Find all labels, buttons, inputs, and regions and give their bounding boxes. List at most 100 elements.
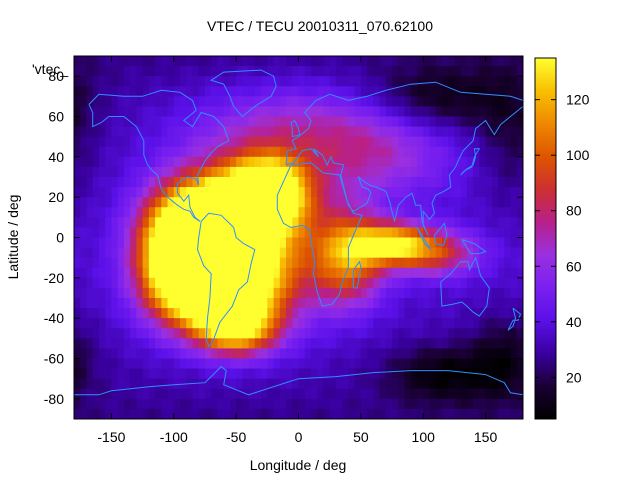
heatmap-cell: [211, 106, 219, 118]
heatmap-cell: [423, 126, 431, 138]
heatmap-cell: [155, 298, 162, 309]
heatmap-cell: [254, 207, 262, 218]
heatmap-cell: [485, 217, 493, 229]
heatmap-cell: [130, 197, 137, 208]
heatmap-cell: [98, 408, 106, 419]
heatmap-cell: [392, 338, 399, 350]
heatmap-cell: [236, 368, 243, 380]
heatmap-cell: [423, 106, 431, 118]
heatmap-cell: [304, 267, 312, 279]
heatmap-cell: [367, 106, 374, 118]
heatmap-cell: [123, 136, 131, 148]
heatmap-cell: [423, 56, 431, 67]
heatmap-cell: [142, 408, 150, 419]
heatmap-cell: [510, 66, 518, 77]
heatmap-cell: [286, 116, 293, 128]
heatmap-cell: [279, 358, 287, 370]
heatmap-cell: [491, 76, 499, 87]
heatmap-cell: [454, 277, 462, 289]
heatmap-cell: [186, 227, 194, 239]
heatmap-cell: [105, 378, 113, 390]
heatmap-cell: [236, 398, 243, 410]
heatmap-cell: [385, 348, 393, 360]
heatmap-cell: [105, 197, 113, 208]
heatmap-cell: [123, 56, 131, 67]
heatmap-cell: [435, 267, 443, 279]
heatmap-cell: [491, 318, 499, 329]
heatmap-cell: [292, 66, 300, 77]
heatmap-cell: [491, 388, 499, 400]
heatmap-cell: [167, 298, 175, 309]
heatmap-cell: [80, 217, 88, 229]
heatmap-cell: [479, 217, 487, 229]
heatmap-cell: [329, 408, 337, 419]
heatmap-cell: [130, 136, 137, 148]
heatmap-cell: [279, 197, 287, 208]
heatmap-cell: [211, 197, 219, 208]
heatmap-cell: [186, 358, 194, 370]
heatmap-cell: [473, 116, 480, 128]
heatmap-cell: [448, 96, 456, 108]
heatmap-cell: [111, 237, 119, 249]
heatmap-cell: [404, 287, 412, 299]
heatmap-cell: [385, 287, 393, 299]
heatmap-cell: [410, 287, 418, 299]
heatmap-cell: [373, 217, 381, 229]
heatmap-cell: [192, 187, 200, 198]
heatmap-cell: [273, 156, 281, 168]
heatmap-cell: [460, 398, 468, 410]
heatmap-cell: [317, 318, 325, 329]
heatmap-cell: [279, 66, 287, 77]
heatmap-cell: [167, 368, 175, 380]
heatmap-cell: [298, 227, 306, 239]
heatmap-cell: [248, 197, 256, 208]
heatmap-cell: [423, 358, 431, 370]
heatmap-cell: [298, 146, 306, 158]
heatmap-cell: [354, 56, 362, 67]
heatmap-cell: [454, 287, 462, 299]
heatmap-cell: [485, 348, 493, 360]
heatmap-cell: [485, 86, 493, 97]
heatmap-cell: [192, 237, 200, 249]
heatmap-cell: [473, 197, 480, 208]
heatmap-cell: [404, 277, 412, 289]
heatmap-cell: [304, 166, 312, 178]
heatmap-cell: [454, 338, 462, 350]
heatmap-cell: [335, 338, 343, 350]
heatmap-cell: [423, 197, 431, 208]
heatmap-cell: [236, 227, 243, 239]
heatmap-cell: [217, 187, 225, 198]
heatmap-cell: [254, 146, 262, 158]
heatmap-cell: [192, 368, 200, 380]
heatmap-cell: [392, 126, 399, 138]
heatmap-cell: [130, 146, 137, 158]
heatmap-cell: [267, 277, 275, 289]
heatmap-cell: [74, 298, 81, 309]
heatmap-cell: [317, 227, 325, 239]
heatmap-cell: [223, 207, 231, 218]
heatmap-cell: [485, 166, 493, 178]
heatmap-cell: [485, 398, 493, 410]
heatmap-cell: [354, 267, 362, 279]
heatmap-cell: [441, 358, 449, 370]
heatmap-cell: [454, 66, 462, 77]
heatmap-cell: [360, 207, 368, 218]
heatmap-cell: [217, 348, 225, 360]
heatmap-cell: [111, 197, 119, 208]
heatmap-cell: [473, 96, 480, 108]
heatmap-cell: [130, 217, 137, 229]
heatmap-cell: [429, 328, 437, 339]
heatmap-cell: [217, 96, 225, 108]
heatmap-cell: [510, 116, 518, 128]
heatmap-cell: [198, 378, 206, 390]
heatmap-cell: [385, 207, 393, 218]
heatmap-cell: [516, 177, 523, 188]
heatmap-cell: [167, 187, 175, 198]
heatmap-cell: [392, 76, 399, 87]
heatmap-cell: [360, 277, 368, 289]
heatmap-cell: [335, 388, 343, 400]
heatmap-cell: [273, 56, 281, 67]
heatmap-cell: [211, 146, 219, 158]
heatmap-cell: [198, 86, 206, 97]
heatmap-cell: [254, 166, 262, 178]
